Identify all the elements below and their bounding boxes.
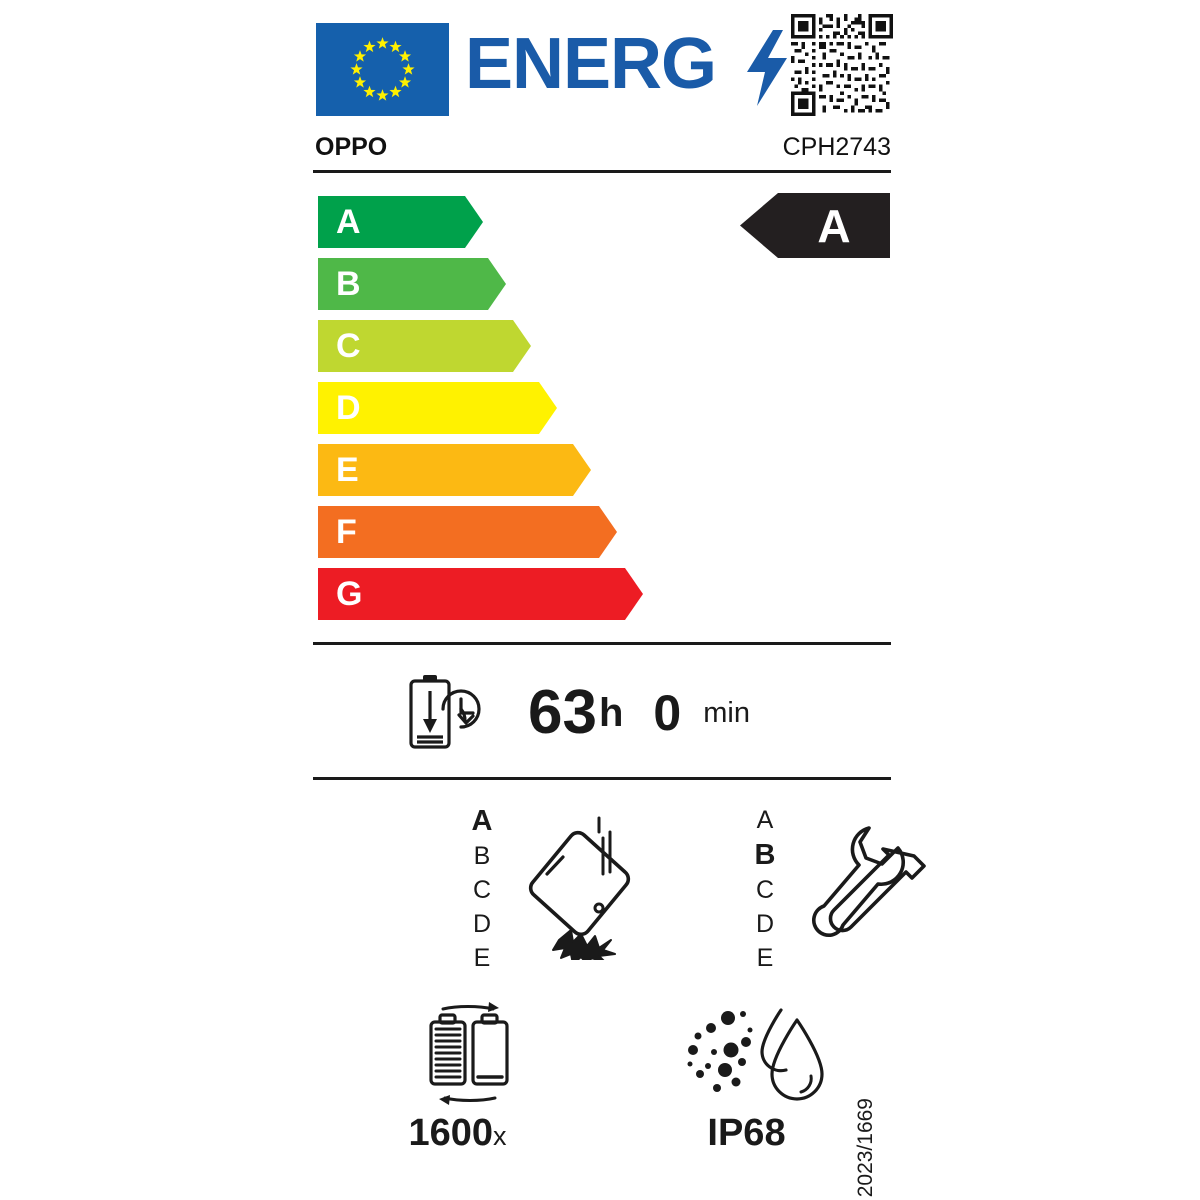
- battery-cycles-icon: [417, 1002, 521, 1111]
- bar-arrow-shape: [318, 444, 591, 496]
- energy-class-bar-A: A: [318, 196, 483, 248]
- ingress-protection-caption: IP68: [707, 1112, 786, 1154]
- battery-cycles-caption: 1600x: [313, 1114, 602, 1155]
- energy-class-letter: E: [336, 451, 359, 489]
- bar-arrow-shape: [318, 196, 483, 248]
- energ-wordmark: ENERG: [465, 24, 717, 104]
- energy-class-bar-C: C: [318, 320, 531, 372]
- grade-E: E: [473, 944, 491, 972]
- qr-code: [791, 14, 893, 116]
- grade-A: A: [756, 806, 774, 834]
- battery-hours: 63: [528, 678, 597, 747]
- battery-divider: [313, 777, 891, 780]
- energy-class-bar-D: D: [318, 382, 557, 434]
- grade-D: D: [472, 910, 492, 938]
- battery-minutes: 0: [653, 685, 682, 741]
- grade-D: D: [755, 910, 775, 938]
- pictogram-ingress-protection: IP68: [602, 996, 891, 1186]
- eu-flag: [316, 23, 449, 116]
- grade-B: B: [473, 842, 491, 870]
- grade-A: A: [471, 805, 493, 837]
- battery-cycles-value: 1600: [408, 1112, 494, 1154]
- awarded-class-letter: A: [817, 199, 851, 252]
- battery-life-row: 63 h 0 min: [313, 665, 891, 765]
- grade-B: B: [754, 839, 776, 871]
- energy-class-bar-G: G: [318, 568, 643, 620]
- energy-class-letter: B: [336, 265, 361, 303]
- lightning-bolt-icon: [743, 30, 791, 106]
- awarded-class-badge: A: [740, 193, 890, 258]
- supplier-name: OPPO: [315, 133, 388, 161]
- energy-class-letter: G: [336, 575, 363, 613]
- bar-arrow-shape: [318, 320, 531, 372]
- energy-class-bar-E: E: [318, 444, 591, 496]
- battery-cycles-suffix: x: [493, 1121, 507, 1151]
- grade-E: E: [756, 944, 774, 972]
- energy-class-bar-F: F: [318, 506, 617, 558]
- bar-arrow-shape: [318, 382, 557, 434]
- bar-arrow-shape: [318, 506, 617, 558]
- eu-stars-icon: [350, 37, 415, 101]
- energy-class-bar-B: B: [318, 258, 506, 310]
- energy-class-letter: A: [336, 203, 361, 241]
- bar-arrow-shape: [318, 568, 643, 620]
- model-identifier: CPH2743: [782, 133, 891, 161]
- regulation-number: 2023/1669: [854, 1098, 877, 1198]
- energy-class-letter: C: [336, 327, 361, 365]
- bar-arrow-shape: [318, 258, 506, 310]
- grade-C: C: [755, 876, 775, 904]
- label-header: ENERG: [313, 14, 893, 118]
- dust-water-icon: [684, 1004, 834, 1109]
- wrench-screwdriver-icon: [796, 814, 936, 964]
- phone-drop-icon: [515, 810, 645, 967]
- scale-divider: [313, 642, 891, 645]
- battery-minutes-unit: min: [703, 696, 750, 729]
- energy-class-letter: F: [336, 513, 357, 551]
- supplier-model-row: OPPO CPH2743: [313, 133, 891, 171]
- header-divider: [313, 170, 891, 173]
- grade-C: C: [472, 876, 492, 904]
- energy-class-letter: D: [336, 389, 361, 427]
- battery-time-icon: [403, 671, 487, 755]
- battery-life-value: 63 h 0 min: [528, 671, 750, 755]
- battery-hours-unit: h: [598, 691, 624, 735]
- badge-arrow-shape: [740, 193, 890, 258]
- pictogram-battery-cycles: 1600x: [313, 996, 602, 1186]
